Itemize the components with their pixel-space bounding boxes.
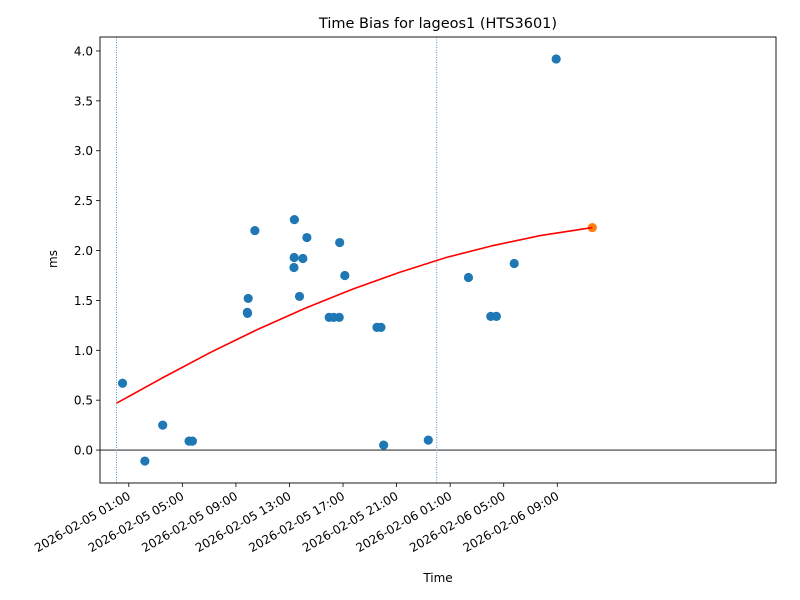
data-point bbox=[187, 436, 197, 446]
y-tick-label: 3.5 bbox=[74, 94, 93, 108]
data-point bbox=[463, 272, 474, 283]
y-axis-title: ms bbox=[46, 250, 60, 268]
y-tick-label: 4.0 bbox=[74, 44, 93, 58]
fit-curve bbox=[116, 226, 593, 404]
data-point bbox=[250, 225, 260, 236]
data-point bbox=[509, 258, 519, 269]
plot-frame bbox=[99, 36, 777, 484]
data-point bbox=[335, 237, 345, 248]
data-point bbox=[294, 291, 305, 302]
data-point bbox=[340, 270, 350, 281]
data-point bbox=[334, 312, 344, 322]
y-tick-label: 2.5 bbox=[74, 194, 93, 208]
data-point bbox=[289, 214, 299, 225]
data-point bbox=[423, 435, 433, 445]
data-point bbox=[376, 322, 386, 332]
y-tick-label: 0.5 bbox=[74, 394, 93, 408]
y-tick-label: 2.0 bbox=[74, 244, 93, 258]
data-point bbox=[298, 253, 308, 264]
data-point bbox=[158, 420, 168, 430]
data-point bbox=[551, 54, 561, 64]
data-point bbox=[289, 262, 299, 273]
data-point bbox=[242, 308, 253, 318]
data-point bbox=[379, 440, 389, 450]
data-point bbox=[117, 378, 128, 388]
data-point bbox=[302, 232, 312, 243]
y-tick-label: 3.0 bbox=[74, 144, 93, 158]
x-axis-title: Time bbox=[422, 571, 452, 585]
data-point bbox=[491, 311, 501, 321]
chart-title: Time Bias for lageos1 (HTS3601) bbox=[318, 16, 557, 32]
y-tick-label: 1.0 bbox=[74, 344, 93, 358]
y-tick-label: 1.5 bbox=[74, 294, 93, 308]
data-point bbox=[243, 293, 253, 304]
data-point bbox=[140, 456, 150, 466]
data-point bbox=[289, 252, 299, 263]
y-tick-label: 0.0 bbox=[74, 444, 93, 458]
